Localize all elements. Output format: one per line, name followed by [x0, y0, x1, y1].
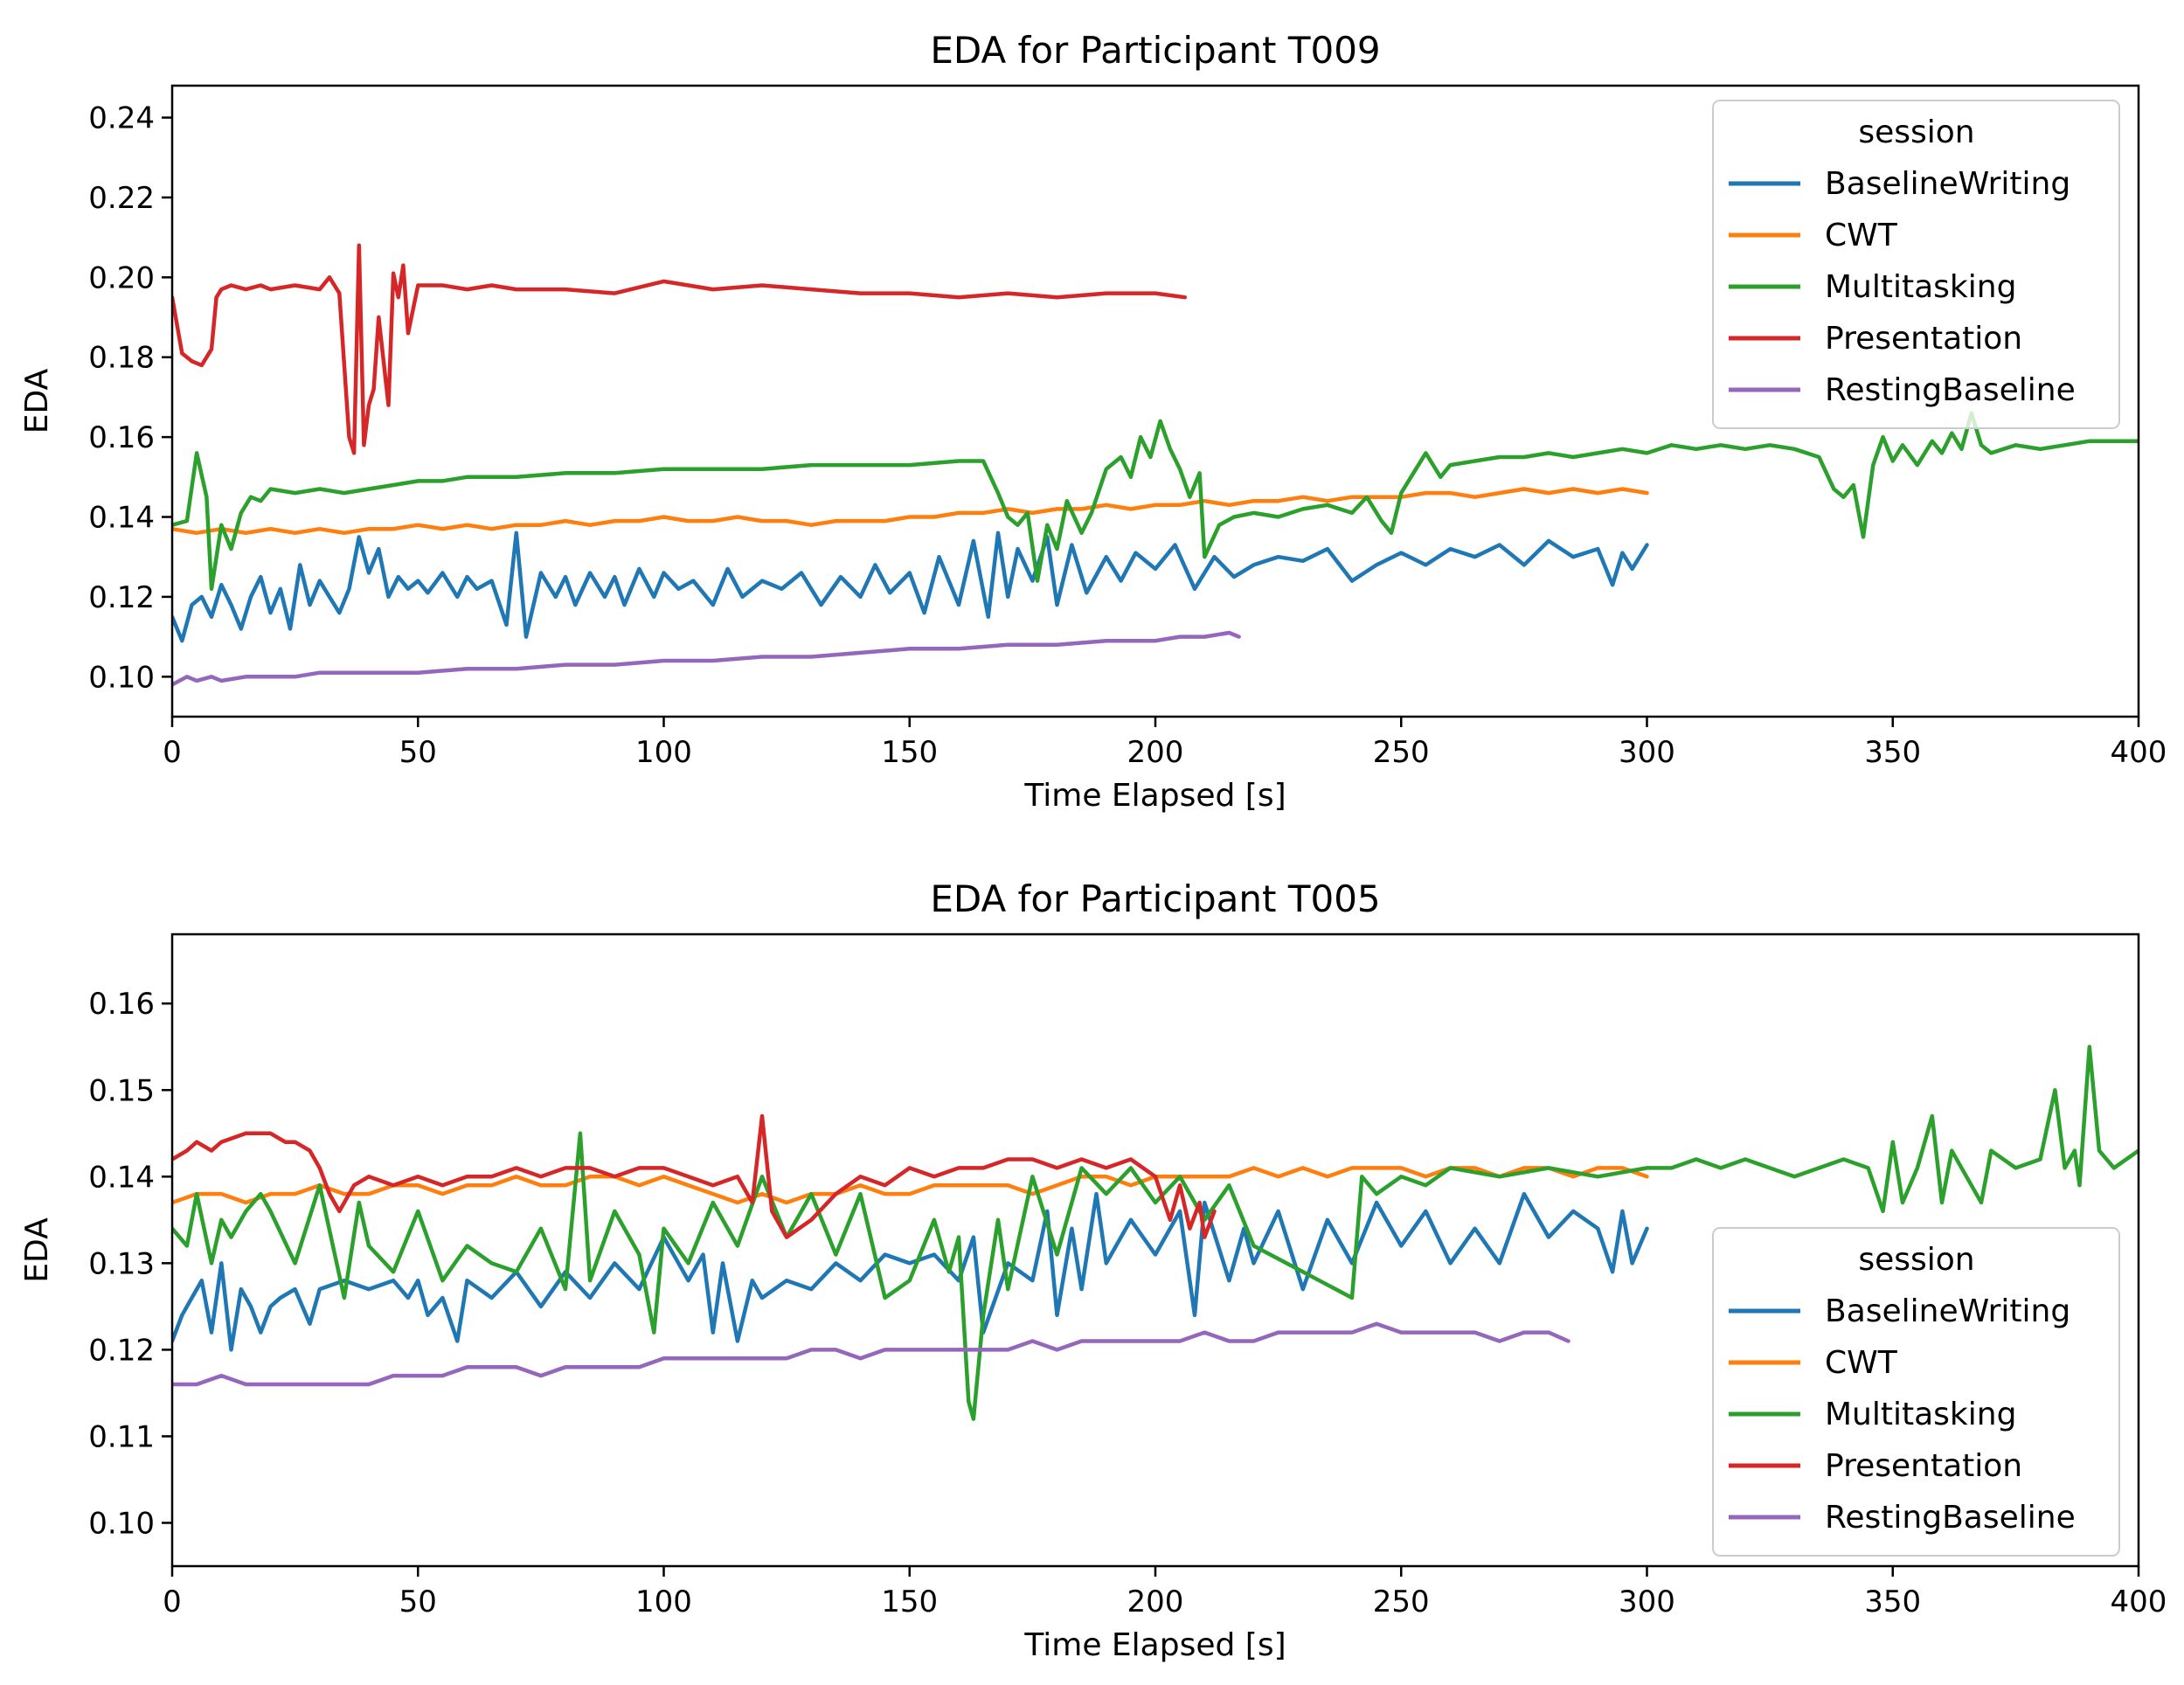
y-tick-label: 0.14	[88, 1160, 155, 1195]
x-tick-label: 0	[163, 735, 182, 770]
x-tick-label: 250	[1373, 1584, 1430, 1619]
series-line-cwt	[172, 487, 1649, 536]
y-axis-label: EDA	[19, 368, 55, 433]
y-tick-label: 0.14	[88, 501, 155, 536]
x-tick-label: 250	[1373, 735, 1430, 770]
y-tick-label: 0.11	[88, 1419, 155, 1454]
series-line-restingbaseline	[172, 1321, 1570, 1387]
chart-title: EDA for Participant T009	[930, 29, 1380, 72]
x-tick-label: 300	[1619, 735, 1675, 770]
y-tick-label: 0.12	[88, 580, 155, 615]
series-lines	[172, 1044, 2139, 1421]
legend-box	[1712, 100, 2120, 429]
series-line-baselinewriting	[172, 530, 1649, 643]
x-tick-label: 350	[1864, 735, 1921, 770]
chart-2: EDA for Participant T005 0 50 100 150 200 250 3…	[19, 877, 2167, 1663]
x-tick-label: 50	[399, 1584, 437, 1619]
y-tick-label: 0.24	[88, 101, 155, 136]
x-axis-label: Time Elapsed [s]	[1023, 778, 1286, 814]
x-tick-label: 100	[635, 735, 692, 770]
series-lines	[172, 243, 2139, 687]
y-tick-label: 0.10	[88, 1506, 155, 1541]
x-tick-label: 150	[881, 735, 938, 770]
series-line-presentation	[172, 1113, 1217, 1239]
legend-label-restingbaseline: RestingBaseline	[1825, 372, 2076, 408]
legend-label-baselinewriting: BaselineWriting	[1825, 1293, 2070, 1329]
y-tick-label: 0.12	[88, 1333, 155, 1368]
legend-box	[1712, 1227, 2120, 1557]
series-line-restingbaseline	[172, 630, 1241, 687]
legend-title: session	[1858, 114, 1974, 150]
legend-label-restingbaseline: RestingBaseline	[1825, 1500, 2076, 1536]
y-tick-label: 0.13	[88, 1246, 155, 1281]
x-tick-label: 50	[399, 735, 437, 770]
legend-label-cwt: CWT	[1825, 1345, 1898, 1381]
legend-title: session	[1858, 1242, 1974, 1278]
y-axis-label: EDA	[19, 1217, 55, 1283]
x-tick-label: 100	[635, 1584, 692, 1619]
y-tick-label: 0.16	[88, 987, 155, 1022]
x-tick-label: 400	[2111, 1584, 2167, 1619]
x-tick-label: 350	[1864, 1584, 1921, 1619]
x-tick-label: 150	[881, 1584, 938, 1619]
series-line-multitasking	[172, 1044, 2139, 1421]
x-tick-label: 0	[163, 1584, 182, 1619]
y-tick-label: 0.15	[88, 1073, 155, 1108]
y-tick-label: 0.18	[88, 341, 155, 376]
series-line-baselinewriting	[172, 1191, 1649, 1352]
legend: session BaselineWriting CWT Multitasking Pre…	[1712, 1227, 2120, 1557]
x-tick-label: 200	[1127, 735, 1184, 770]
series-line-cwt	[172, 1166, 1649, 1205]
legend-label-baselinewriting: BaselineWriting	[1825, 166, 2070, 202]
y-tick-label: 0.10	[88, 660, 155, 695]
chart-title: EDA for Participant T005	[930, 877, 1380, 920]
y-tick-label: 0.16	[88, 420, 155, 455]
series-line-multitasking	[172, 411, 2139, 592]
y-tick-label: 0.20	[88, 260, 155, 295]
x-tick-label: 200	[1127, 1584, 1184, 1619]
x-tick-label: 300	[1619, 1584, 1675, 1619]
legend-label-cwt: CWT	[1825, 218, 1898, 253]
legend-label-presentation: Presentation	[1825, 1448, 2022, 1484]
x-tick-label: 400	[2111, 735, 2167, 770]
legend-label-multitasking: Multitasking	[1825, 269, 2016, 305]
legend: session BaselineWriting CWT Multitasking Pre…	[1712, 100, 2120, 429]
series-line-presentation	[172, 243, 1188, 455]
chart-1: EDA for Participant T009 0 50 100 150 200 250 3…	[19, 29, 2167, 814]
legend-label-presentation: Presentation	[1825, 321, 2022, 357]
legend-label-multitasking: Multitasking	[1825, 1397, 2016, 1432]
y-tick-label: 0.22	[88, 181, 155, 216]
x-axis-label: Time Elapsed [s]	[1023, 1627, 1286, 1663]
